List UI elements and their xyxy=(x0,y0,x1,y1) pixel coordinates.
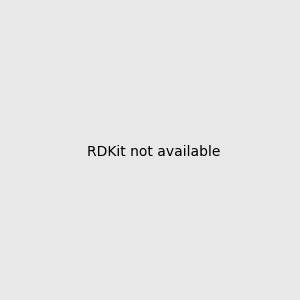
Text: RDKit not available: RDKit not available xyxy=(87,145,220,158)
